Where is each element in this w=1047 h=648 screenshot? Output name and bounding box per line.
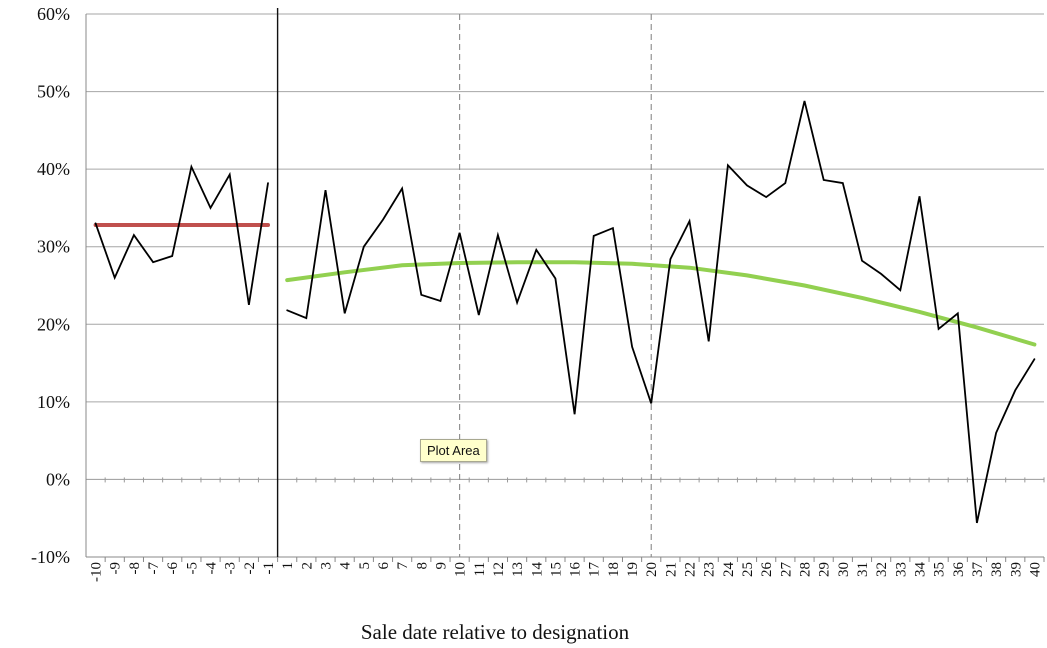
x-tick-label: 24 bbox=[721, 562, 737, 578]
x-tick-label: 23 bbox=[702, 562, 718, 577]
x-tick-label: 33 bbox=[893, 562, 909, 577]
x-tick-label: 25 bbox=[740, 562, 756, 577]
x-tick-label: 15 bbox=[548, 562, 564, 577]
x-tick-label: 39 bbox=[1008, 562, 1024, 577]
x-tick-label: 2 bbox=[299, 562, 315, 570]
y-tick-label: 0% bbox=[46, 469, 70, 489]
x-tick-label: -7 bbox=[146, 562, 162, 575]
x-tick-label: -8 bbox=[127, 562, 143, 575]
post-designation-series-line bbox=[286, 100, 1036, 524]
x-tick-label: 30 bbox=[836, 562, 852, 577]
y-tick-label: 10% bbox=[37, 392, 70, 412]
x-tick-label: 3 bbox=[319, 562, 335, 570]
x-tick-label: 26 bbox=[759, 562, 775, 578]
y-tick-label: 40% bbox=[37, 159, 70, 179]
x-tick-label: 29 bbox=[817, 562, 833, 577]
pre-designation-series-line bbox=[94, 163, 269, 306]
x-tick-label: 13 bbox=[510, 562, 526, 577]
x-tick-label: 12 bbox=[491, 562, 507, 577]
x-tick-label: 16 bbox=[568, 562, 584, 578]
y-tick-label: 60% bbox=[37, 4, 70, 24]
x-tick-label: 20 bbox=[644, 562, 660, 577]
x-tick-label: 31 bbox=[855, 562, 871, 577]
y-tick-label: 30% bbox=[37, 237, 70, 257]
y-tick-label: -10% bbox=[31, 547, 70, 567]
period-dividers bbox=[276, 8, 652, 557]
x-axis: -10 -9 -8 -7 -6 -5 -4 -3 -2 -1 1 2 3 4 5 6 7 8 9 10 11 12 13 14… bbox=[89, 477, 1045, 582]
x-tick-label: 5 bbox=[357, 562, 373, 570]
x-tick-label: 28 bbox=[798, 562, 814, 577]
x-tick-label: 9 bbox=[433, 562, 449, 570]
x-tick-label: 36 bbox=[951, 562, 967, 578]
x-tick-label: 38 bbox=[989, 562, 1005, 577]
x-tick-label: 6 bbox=[376, 562, 392, 570]
x-tick-label: 10 bbox=[453, 562, 469, 577]
x-tick-label: 27 bbox=[778, 562, 794, 578]
post-designation-trend-line bbox=[285, 260, 1037, 347]
x-tick-label: 8 bbox=[414, 562, 430, 570]
x-tick-label: 17 bbox=[587, 562, 603, 578]
x-tick-label: -4 bbox=[204, 562, 220, 575]
x-tick-label: 11 bbox=[472, 562, 488, 576]
x-tick-label: 34 bbox=[912, 562, 928, 578]
y-tick-label: 20% bbox=[37, 314, 70, 334]
x-tick-label: 40 bbox=[1027, 562, 1043, 577]
x-tick-label: 18 bbox=[606, 562, 622, 577]
x-tick-label: -6 bbox=[165, 562, 181, 575]
x-tick-label: 21 bbox=[663, 562, 679, 577]
plot-area-tooltip: Plot Area bbox=[420, 439, 487, 462]
x-tick-label: 1 bbox=[280, 562, 296, 570]
x-tick-label: -9 bbox=[108, 562, 124, 575]
x-tick-label: -5 bbox=[184, 562, 200, 575]
x-tick-label: 19 bbox=[625, 562, 641, 577]
x-tick-label: 32 bbox=[874, 562, 890, 577]
x-tick-label: -3 bbox=[223, 562, 239, 575]
x-tick-label: 4 bbox=[338, 562, 354, 570]
x-tick-label: 7 bbox=[395, 562, 411, 570]
x-tick-label: 14 bbox=[529, 562, 545, 578]
gridlines bbox=[85, 13, 1044, 558]
series-layer bbox=[93, 100, 1037, 524]
x-tick-label: 37 bbox=[970, 562, 986, 578]
x-tick-label: -10 bbox=[89, 562, 105, 582]
x-tick-label: -2 bbox=[242, 562, 258, 575]
x-tick-label: 35 bbox=[932, 562, 948, 577]
x-tick-label: -1 bbox=[261, 562, 277, 575]
x-axis-label: Sale date relative to designation bbox=[361, 620, 630, 644]
y-axis: 60% 50% 40% 30% 20% 10% 0% -10% bbox=[31, 4, 70, 567]
x-tick-label: 22 bbox=[683, 562, 699, 577]
y-tick-label: 50% bbox=[37, 82, 70, 102]
